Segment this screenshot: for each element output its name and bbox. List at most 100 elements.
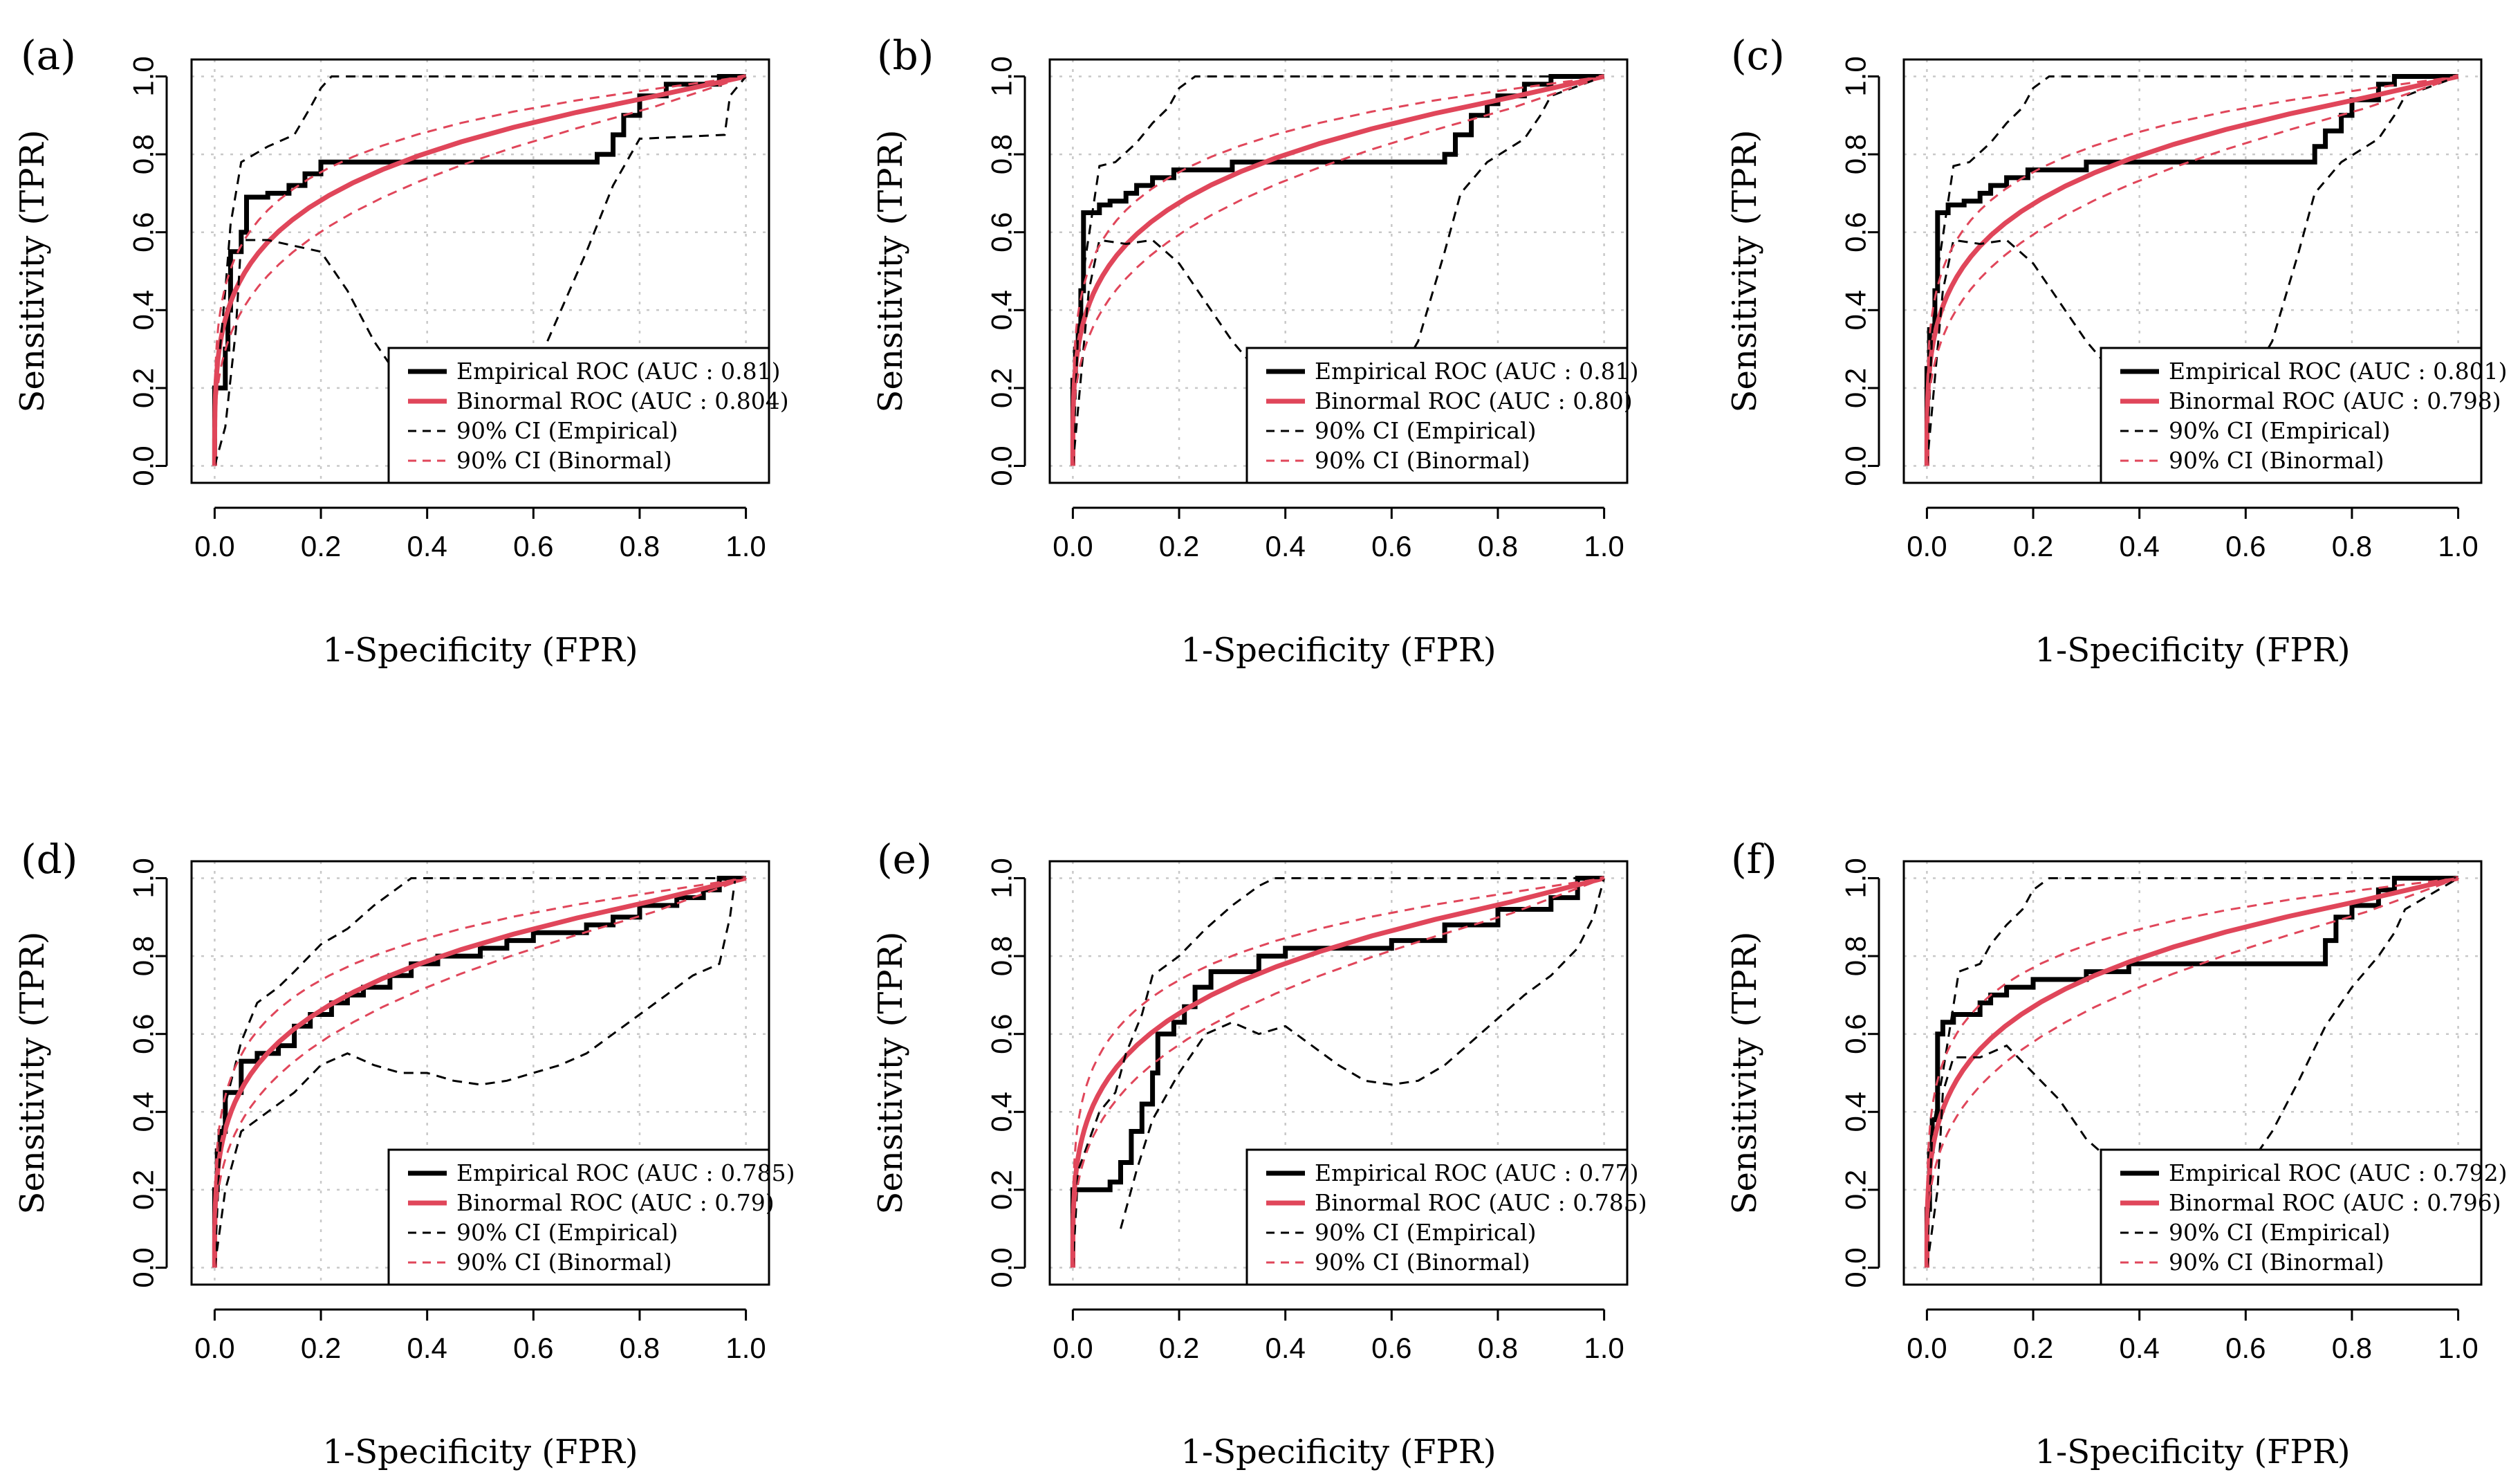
x-tick-label: 0.4 [407,1332,447,1364]
y-tick-label: 0.0 [1840,445,1872,486]
x-tick-label: 1.0 [2438,1332,2478,1364]
ci-binormal-lower-line [1071,75,1606,466]
x-tick-label: 0.8 [1478,530,1518,562]
panel-label: (b) [877,32,934,79]
x-tick-label: 0.0 [194,530,234,562]
curves [1070,876,1606,1268]
legend-entry: Binormal ROC (AUC : 0.798) [2169,387,2501,414]
legend-entry: 90% CI (Empirical) [2169,1219,2390,1246]
ci-empirical-upper-line [213,877,746,1268]
x-tick-label: 0.8 [2332,530,2372,562]
y-tick-label: 0.2 [985,368,1018,408]
panel-label: (a) [21,32,76,79]
ci-binormal-upper-line [1925,877,2458,1268]
ci-empirical-lower-line [213,75,747,466]
x-axis-title: 1-Specificity (FPR) [1180,1433,1496,1471]
y-tick-label: 0.6 [127,212,160,252]
x-axis-title: 1-Specificity (FPR) [2035,1433,2350,1471]
y-tick-label: 0.0 [127,1247,160,1287]
y-tick-label: 0.4 [1840,290,1872,330]
x-tick-label: 1.0 [725,530,766,562]
x-tick-label: 1.0 [2438,530,2478,562]
roc-panel: (e) 0.0 0.2 0.4 0.6 0.8 1.0 0.0 0.2 0.4 0.6 0.8 1.0 1… [871,836,1647,1471]
binormal-roc-line [212,74,747,466]
roc-panel: (d) 0.0 0.2 0.4 0.6 0.8 1.0 0.0 0.2 0.4 0.6 0.8 1.0 1… [13,836,795,1471]
y-tick-label: 1.0 [985,858,1018,898]
y-tick-label: 0.0 [1840,1247,1872,1287]
curves [1070,74,1606,466]
x-tick-label: 0.0 [1907,530,1947,562]
y-tick-label: 1.0 [985,56,1018,96]
ci-binormal-lower-line [213,75,748,466]
legend: Empirical ROC (AUC : 0.785) Binormal ROC … [387,1148,795,1286]
legend-entry: 90% CI (Binormal) [1315,1249,1530,1276]
x-tick-label: 0.0 [1053,1332,1093,1364]
roc-panel: (b) 0.0 0.2 0.4 0.6 0.8 1.0 0.0 0.2 0.4 0.6 0.8 1.0 1… [871,32,1638,670]
empirical-roc-line [1924,876,2458,1268]
legend-entry: Binormal ROC (AUC : 0.79) [456,1189,775,1216]
legend-entry: 90% CI (Empirical) [456,417,678,444]
legend: Empirical ROC (AUC : 0.801)Binormal ROC … [2100,347,2507,484]
x-tick-label: 0.0 [194,1332,234,1364]
x-tick-label: 0.4 [2119,530,2159,562]
legend-entry: Empirical ROC (AUC : 0.801) [2169,358,2507,385]
legend-entry: Binormal ROC (AUC : 0.785) [1315,1189,1647,1216]
legend-entry: 90% CI (Binormal) [1315,447,1530,474]
x-tick-label: 0.8 [2332,1332,2372,1364]
panel-label: (e) [877,836,932,883]
ci-empirical-upper-line [1925,877,2458,1268]
legend: Empirical ROC (AUC : 0.81)Binormal ROC (… [387,347,789,484]
legend: Empirical ROC (AUC : 0.81)Binormal ROC (… [1245,347,1638,484]
x-tick-label: 0.2 [301,1332,341,1364]
y-axis-title: Sensitivity (TPR) [871,932,910,1215]
x-tick-label: 0.6 [1371,1332,1411,1364]
y-tick-label: 1.0 [1840,56,1872,96]
x-tick-label: 0.2 [2013,1332,2053,1364]
y-axis-title: Sensitivity (TPR) [1725,130,1764,413]
x-tick-label: 0.2 [1159,530,1199,562]
y-tick-label: 0.0 [127,445,160,486]
x-tick-label: 0.4 [2119,1332,2159,1364]
legend-box [387,1148,770,1286]
y-tick-label: 0.8 [127,134,160,174]
y-axis-title: Sensitivity (TPR) [13,932,52,1215]
x-tick-label: 0.0 [1907,1332,1947,1364]
legend-box [2100,1148,2483,1286]
y-tick-label: 0.6 [1840,1014,1872,1054]
legend-entry: 90% CI (Empirical) [456,1219,678,1246]
legend-box [387,347,770,484]
roc-panel: (c) 0.0 0.2 0.4 0.6 0.8 1.0 0.0 0.2 0.4 0.6 0.8 1.0 1… [1725,32,2507,670]
legend-entry: Empirical ROC (AUC : 0.81) [1315,358,1638,385]
y-tick-label: 0.2 [127,368,160,408]
legend-box [1245,1148,1629,1286]
x-tick-label: 0.4 [407,530,447,562]
legend-entry: Empirical ROC (AUC : 0.785) [456,1159,795,1186]
x-axis-title: 1-Specificity (FPR) [1180,631,1496,670]
y-tick-label: 0.4 [985,1092,1018,1132]
panel-label: (d) [21,836,77,883]
x-tick-label: 0.2 [301,530,341,562]
x-tick-label: 0.0 [1053,530,1093,562]
y-tick-label: 0.2 [985,1170,1018,1210]
legend-entry: 90% CI (Binormal) [2169,1249,2384,1276]
curves [212,74,748,466]
curves [212,876,748,1268]
ci-binormal-lower-line [1925,75,2460,466]
y-tick-label: 0.4 [985,290,1018,330]
curves [1924,74,2460,466]
y-tick-label: 0.8 [127,936,160,976]
y-tick-label: 0.6 [985,212,1018,252]
y-tick-label: 0.4 [127,1092,160,1132]
empirical-roc-line [1070,74,1604,466]
y-axis-title: Sensitivity (TPR) [871,130,910,413]
y-tick-label: 1.0 [127,858,160,898]
binormal-roc-line [1924,876,2459,1268]
x-tick-label: 0.4 [1265,530,1305,562]
x-tick-label: 0.6 [2225,530,2266,562]
legend-entry: 90% CI (Empirical) [1315,1219,1536,1246]
ci-empirical-upper-line [1071,877,1604,1268]
legend-entry: Empirical ROC (AUC : 0.77) [1315,1159,1638,1186]
ci-empirical-lower-line [1071,75,1605,466]
x-axis-title: 1-Specificity (FPR) [322,631,638,670]
